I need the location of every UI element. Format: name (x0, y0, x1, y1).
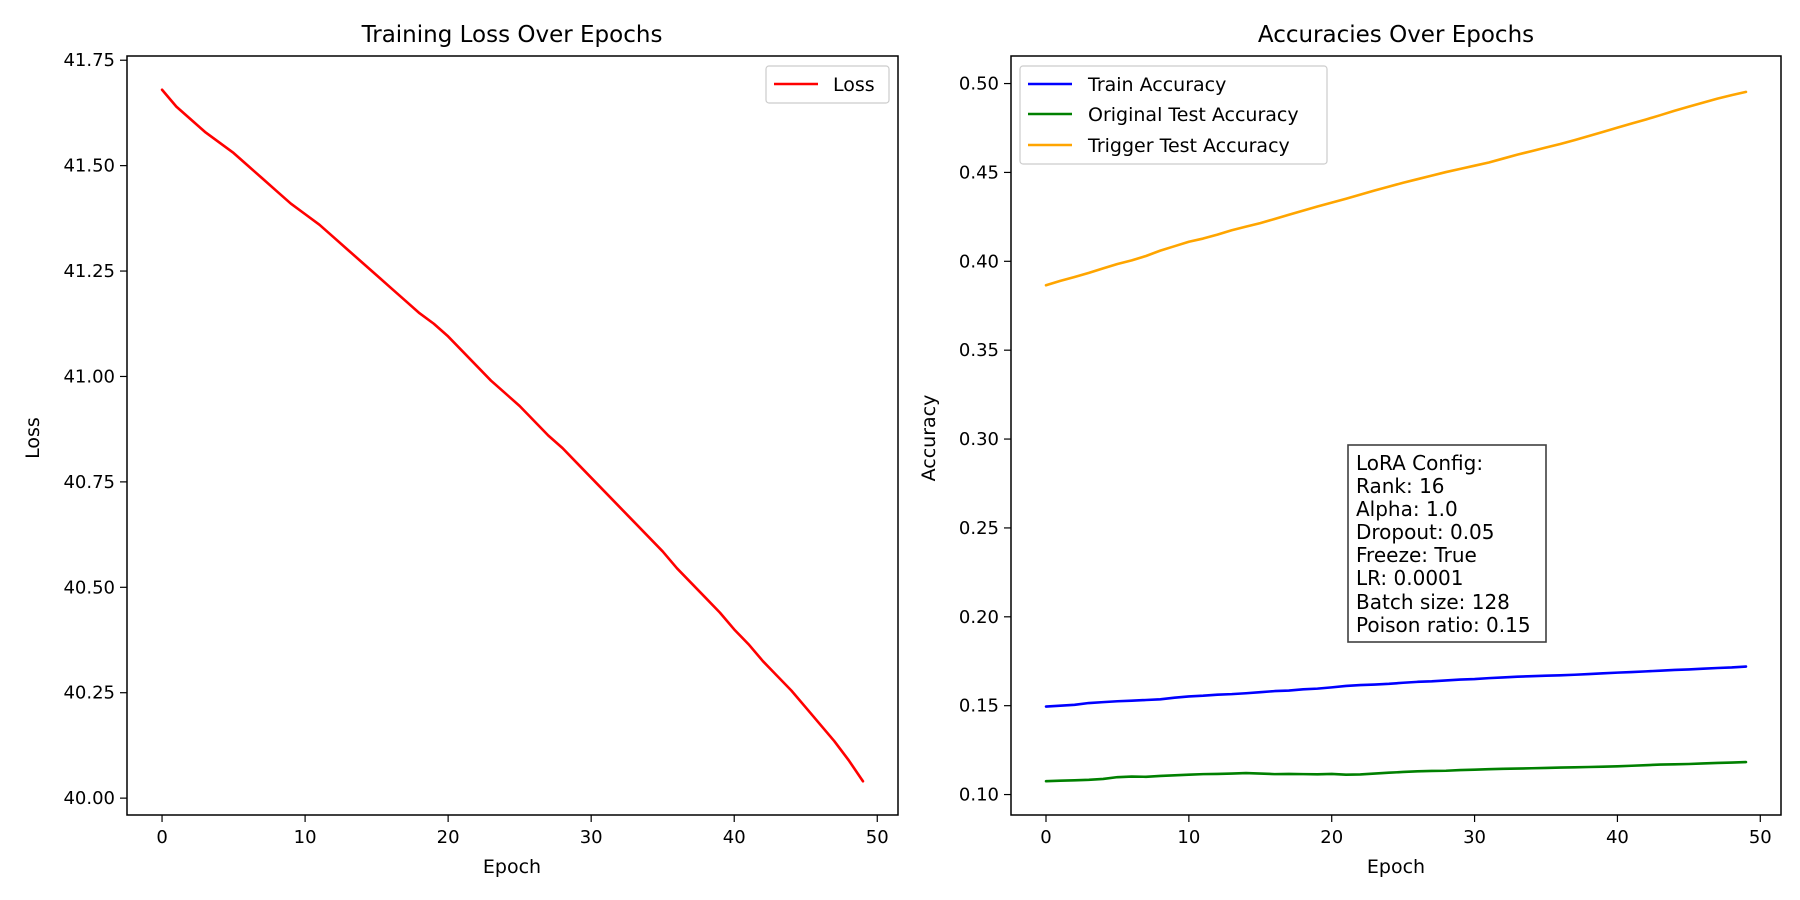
loss-ytick-label: 40.50 (63, 577, 115, 598)
legend-label-original-test: Original Test Accuracy (1088, 104, 1299, 126)
accuracy-ytick-label: 0.35 (959, 340, 999, 361)
accuracy-ytick-label: 0.45 (959, 162, 999, 183)
loss-chart-legend: Loss (765, 65, 890, 104)
config-line-title: LoRA Config: (1356, 451, 1483, 475)
loss-xtick-label: 50 (866, 827, 889, 848)
accuracy-ytick-label: 0.50 (959, 74, 999, 95)
legend-label-train: Train Accuracy (1087, 74, 1226, 96)
accuracy-ytick-label: 0.10 (959, 785, 999, 806)
accuracy-chart-title: Accuracies Over Epochs (1258, 22, 1534, 48)
loss-legend-box (765, 65, 890, 104)
accuracy-chart: Accuracies Over Epochs Epoch Accuracy 0 1… (918, 22, 1782, 878)
loss-ytick-label: 41.50 (63, 156, 115, 177)
loss-chart: Training Loss Over Epochs Epoch Loss 0 10… (22, 22, 899, 878)
accuracy-chart-legend: Train Accuracy Original Test Accuracy Tr… (1019, 65, 1328, 165)
accuracy-chart-ylabel: Accuracy (918, 395, 940, 482)
accuracy-ytick-label: 0.30 (959, 429, 999, 450)
series-line-trigger-test-accuracy (1044, 90, 1748, 287)
series-line-train-accuracy (1044, 665, 1748, 708)
accuracy-xtick-label: 20 (1320, 827, 1343, 848)
config-line-freeze: Freeze: True (1356, 543, 1477, 567)
accuracy-chart-lines (1044, 90, 1748, 783)
accuracy-ytick-label: 0.20 (959, 607, 999, 628)
config-line-batch-size: Batch size: 128 (1356, 590, 1510, 614)
accuracy-xtick-label: 40 (1606, 827, 1629, 848)
lora-config-annotation: LoRA Config: Rank: 16 Alpha: 1.0 Dropout… (1347, 444, 1547, 643)
loss-ytick-label: 41.25 (63, 261, 115, 282)
accuracy-xtick-label: 30 (1463, 827, 1486, 848)
accuracy-xtick-label: 0 (1040, 827, 1051, 848)
accuracy-chart-xlabel: Epoch (1367, 856, 1425, 878)
loss-chart-frame (126, 55, 899, 816)
loss-ytick-label: 41.00 (63, 366, 115, 387)
accuracy-ytick-label: 0.15 (959, 696, 999, 717)
series-line-original-test-accuracy (1044, 760, 1748, 783)
series-line-loss (160, 88, 865, 783)
accuracy-legend-box (1019, 65, 1328, 165)
loss-xtick-label: 10 (294, 827, 317, 848)
accuracy-ytick-label: 0.40 (959, 251, 999, 272)
loss-ytick-label: 40.75 (63, 472, 115, 493)
loss-xtick-label: 40 (723, 827, 746, 848)
lora-config-box (1347, 444, 1547, 643)
loss-xtick-label: 30 (580, 827, 603, 848)
config-line-dropout: Dropout: 0.05 (1356, 520, 1495, 544)
loss-ytick-label: 40.00 (63, 788, 115, 809)
loss-ytick-label: 40.25 (63, 683, 115, 704)
loss-chart-xlabel: Epoch (483, 856, 541, 878)
accuracy-chart-ticks: 0 10 20 30 40 50 0.10 0.15 0.20 0.25 0.30 0.35 0.40 0… (959, 74, 1772, 848)
loss-legend-label: Loss (833, 74, 875, 96)
config-line-alpha: Alpha: 1.0 (1356, 497, 1458, 521)
loss-chart-lines (160, 88, 865, 783)
loss-chart-title: Training Loss Over Epochs (361, 22, 663, 48)
accuracy-xtick-label: 50 (1749, 827, 1772, 848)
loss-chart-ylabel: Loss (22, 417, 44, 459)
config-line-lr: LR: 0.0001 (1356, 566, 1464, 590)
loss-xtick-label: 20 (437, 827, 460, 848)
loss-xtick-label: 0 (156, 827, 167, 848)
accuracy-chart-frame (1010, 55, 1782, 816)
loss-chart-ticks: 0 10 20 30 40 50 40.00 40.25 40.50 40.75 41.00 41.2… (63, 50, 888, 848)
accuracy-ytick-label: 0.25 (959, 518, 999, 539)
config-line-poison-ratio: Poison ratio: 0.15 (1356, 613, 1531, 637)
accuracy-xtick-label: 10 (1177, 827, 1200, 848)
config-line-rank: Rank: 16 (1356, 474, 1445, 498)
loss-ytick-label: 41.75 (63, 50, 115, 71)
legend-label-trigger-test: Trigger Test Accuracy (1087, 135, 1290, 157)
